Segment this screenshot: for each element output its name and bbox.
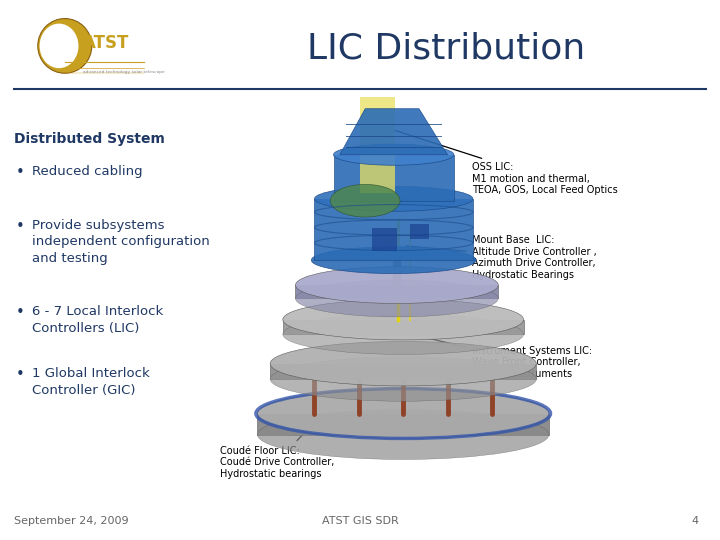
Ellipse shape [311, 247, 476, 274]
Text: Provide subsystems
independent configuration
and testing: Provide subsystems independent configura… [32, 219, 210, 265]
FancyBboxPatch shape [295, 285, 498, 299]
Text: ATST GIS SDR: ATST GIS SDR [322, 516, 398, 526]
Ellipse shape [270, 341, 536, 386]
Ellipse shape [283, 314, 523, 354]
FancyBboxPatch shape [315, 199, 473, 260]
Text: advanced technology solar telescope: advanced technology solar telescope [83, 70, 165, 74]
FancyBboxPatch shape [270, 363, 536, 379]
Text: 6 - 7 Local Interlock
Controllers (LIC): 6 - 7 Local Interlock Controllers (LIC) [32, 305, 163, 335]
Ellipse shape [333, 144, 454, 165]
Ellipse shape [295, 280, 498, 317]
FancyBboxPatch shape [283, 320, 523, 334]
Text: OSS LIC:
M1 motion and thermal,
TEOA, GOS, Local Feed Optics: OSS LIC: M1 motion and thermal, TEOA, GO… [395, 131, 617, 195]
Ellipse shape [295, 267, 498, 303]
Polygon shape [340, 109, 448, 155]
Text: LIC Distribution: LIC Distribution [307, 32, 585, 65]
Ellipse shape [315, 186, 473, 211]
Text: •: • [16, 367, 24, 382]
Text: September 24, 2009: September 24, 2009 [14, 516, 129, 526]
Text: Mount Base  LIC:
Altitude Drive Controller ,
Azimuth Drive Controller,
Hydrostat: Mount Base LIC: Altitude Drive Controlle… [406, 235, 596, 280]
Text: ATST: ATST [83, 34, 129, 52]
Ellipse shape [330, 185, 400, 217]
Text: •: • [16, 305, 24, 320]
FancyBboxPatch shape [372, 227, 397, 251]
Ellipse shape [283, 299, 523, 340]
FancyBboxPatch shape [410, 224, 428, 239]
Ellipse shape [258, 410, 549, 460]
Text: •: • [16, 165, 24, 180]
Text: •: • [16, 219, 24, 234]
Ellipse shape [37, 18, 92, 73]
FancyBboxPatch shape [361, 97, 395, 193]
Text: Reduced cabling: Reduced cabling [32, 165, 143, 178]
Text: Instrument Systems LIC:
Wave Front Controller,
Science Instruments: Instrument Systems LIC: Wave Front Contr… [428, 338, 592, 379]
Ellipse shape [258, 389, 549, 438]
Ellipse shape [270, 357, 536, 401]
Text: 4: 4 [691, 516, 698, 526]
Text: Coudé Floor LIC:
Coudé Drive Controller,
Hydrostatic bearings: Coudé Floor LIC: Coudé Drive Controller,… [220, 418, 334, 478]
Ellipse shape [40, 24, 78, 68]
Text: Distributed System: Distributed System [14, 132, 166, 146]
Text: 1 Global Interlock
Controller (GIC): 1 Global Interlock Controller (GIC) [32, 367, 150, 397]
FancyBboxPatch shape [333, 155, 454, 201]
FancyBboxPatch shape [258, 414, 549, 435]
